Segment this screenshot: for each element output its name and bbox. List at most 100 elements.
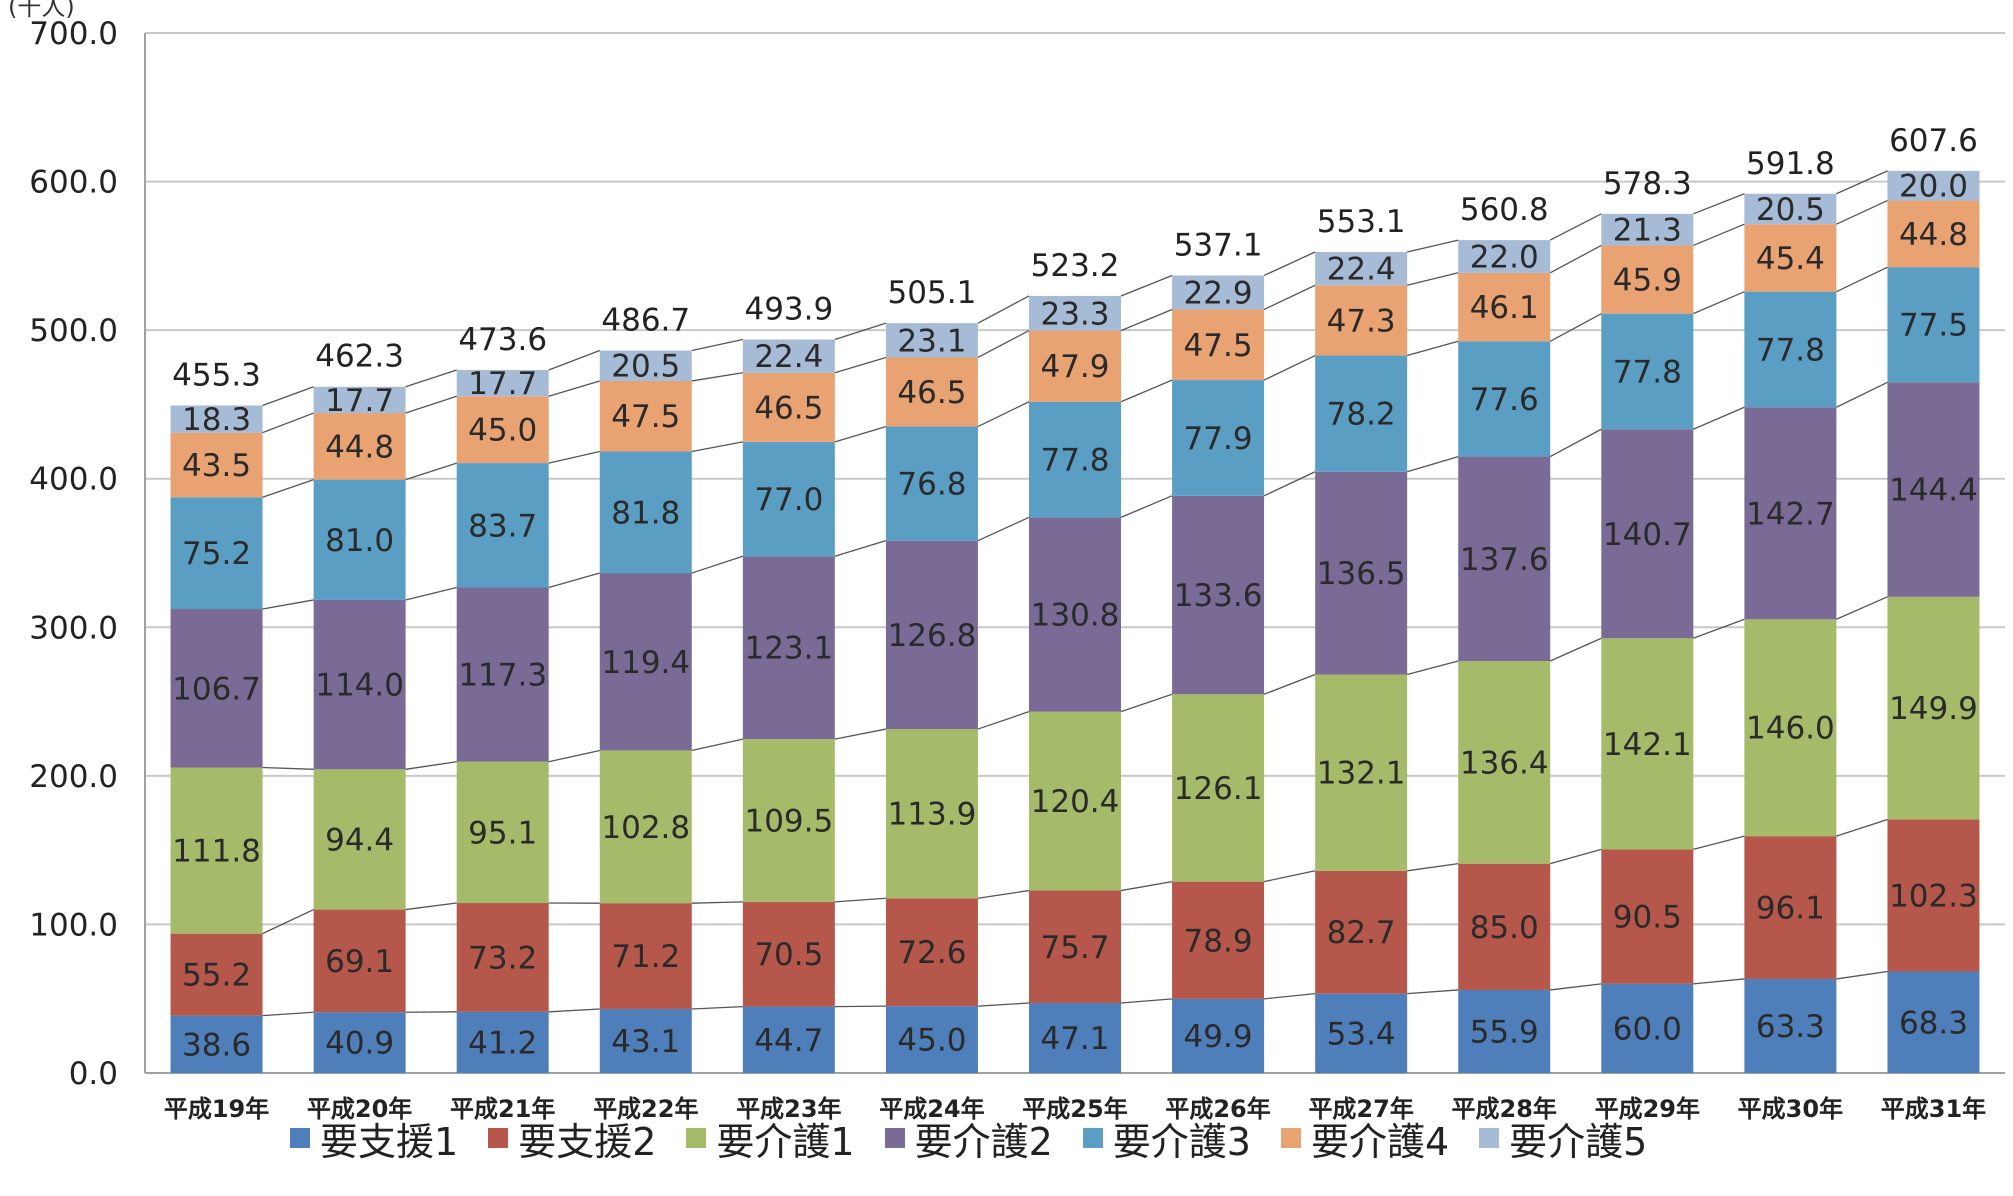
data-label: 45.9 — [1613, 263, 1682, 299]
data-label: 81.8 — [611, 495, 680, 531]
series-line — [978, 1003, 1029, 1006]
data-label: 55.9 — [1470, 1014, 1539, 1050]
total-label: 607.6 — [1889, 123, 1978, 159]
data-label: 71.2 — [611, 939, 680, 975]
data-label: 72.6 — [897, 935, 966, 971]
series-line — [1836, 597, 1887, 619]
data-label: 45.0 — [897, 1023, 966, 1059]
y-tick-label: 500.0 — [29, 313, 118, 349]
data-label: 130.8 — [1031, 598, 1120, 634]
series-line — [1693, 194, 1744, 214]
data-label: 68.3 — [1899, 1005, 1968, 1041]
legend-label: 要介護2 — [915, 1111, 1053, 1166]
series-line — [406, 762, 457, 770]
series-line — [1550, 849, 1601, 863]
legend-item: 要介護3 — [1083, 1111, 1251, 1166]
series-line — [406, 370, 457, 387]
data-label: 77.8 — [1756, 332, 1825, 368]
series-line — [692, 556, 743, 573]
legend-swatch — [686, 1128, 706, 1148]
data-label: 21.3 — [1613, 213, 1682, 249]
series-line — [835, 729, 886, 739]
data-label: 146.0 — [1746, 711, 1835, 747]
y-tick-label: 100.0 — [29, 907, 118, 943]
series-line — [1121, 694, 1172, 711]
series-line — [978, 402, 1029, 427]
total-label: 462.3 — [315, 339, 404, 375]
series-line — [1836, 972, 1887, 979]
legend-item: 要支援2 — [488, 1111, 656, 1166]
series-line — [549, 381, 600, 396]
series-line — [1693, 224, 1744, 245]
total-label: 455.3 — [172, 357, 261, 393]
data-label: 23.3 — [1040, 296, 1109, 332]
legend-item: 要支援1 — [290, 1111, 458, 1166]
x-tick-label: 平成19年 — [164, 1095, 269, 1123]
data-label: 40.9 — [325, 1026, 394, 1062]
data-label: 41.2 — [468, 1025, 537, 1061]
data-label: 137.6 — [1460, 542, 1549, 578]
y-tick-label: 300.0 — [29, 610, 118, 646]
x-tick-label: 平成30年 — [1738, 1095, 1843, 1123]
data-label: 77.8 — [1040, 443, 1109, 479]
data-label: 47.5 — [1184, 328, 1253, 364]
legend-label: 要介護3 — [1113, 1111, 1251, 1166]
data-label: 132.1 — [1317, 756, 1406, 792]
data-label: 136.5 — [1317, 556, 1406, 592]
data-label: 17.7 — [468, 366, 537, 402]
data-label: 77.9 — [1184, 421, 1253, 457]
data-label: 126.1 — [1174, 771, 1263, 807]
series-line — [1693, 979, 1744, 984]
series-line — [1264, 472, 1315, 496]
data-label: 45.0 — [468, 413, 537, 449]
total-label: 486.7 — [601, 302, 690, 338]
data-label: 82.7 — [1327, 915, 1396, 951]
y-tick-label: 600.0 — [29, 165, 118, 201]
series-line — [1121, 496, 1172, 518]
data-label: 136.4 — [1460, 745, 1549, 781]
series-line — [1550, 984, 1601, 990]
data-label: 85.0 — [1470, 910, 1539, 946]
data-label: 77.6 — [1470, 382, 1539, 418]
legend-swatch — [885, 1128, 905, 1148]
series-line — [1550, 214, 1601, 240]
series-line — [1264, 994, 1315, 999]
series-line — [1407, 864, 1458, 871]
series-line — [1836, 820, 1887, 837]
series-line — [1550, 429, 1601, 456]
x-tick-label: 平成31年 — [1881, 1095, 1986, 1123]
data-label: 18.3 — [182, 402, 251, 438]
total-label: 505.1 — [888, 275, 977, 311]
data-label: 44.8 — [1899, 217, 1968, 253]
series-line — [692, 739, 743, 750]
total-label: 473.6 — [458, 322, 547, 358]
series-line — [263, 910, 314, 934]
series-line — [835, 898, 886, 902]
total-label: 591.8 — [1746, 146, 1835, 182]
data-label: 47.3 — [1327, 303, 1396, 339]
legend-swatch — [1083, 1128, 1103, 1148]
series-line — [1550, 245, 1601, 272]
series-line — [1121, 309, 1172, 330]
series-line — [1121, 380, 1172, 402]
data-label: 77.5 — [1899, 308, 1968, 344]
series-line — [978, 891, 1029, 899]
total-label: 578.3 — [1603, 166, 1692, 202]
series-line — [549, 1009, 600, 1012]
series-line — [263, 1012, 314, 1015]
series-line — [835, 541, 886, 557]
legend-item: 要介護1 — [686, 1111, 854, 1166]
series-line — [1264, 356, 1315, 381]
data-label: 22.9 — [1184, 275, 1253, 311]
y-tick-label: 0.0 — [69, 1056, 118, 1092]
data-label: 49.9 — [1184, 1019, 1253, 1055]
data-label: 20.0 — [1899, 169, 1968, 205]
total-label: 523.2 — [1031, 248, 1120, 284]
data-label: 22.4 — [754, 339, 823, 375]
series-line — [1550, 314, 1601, 342]
data-label: 114.0 — [315, 668, 404, 704]
data-label: 44.8 — [325, 429, 394, 465]
data-label: 102.8 — [601, 810, 690, 846]
